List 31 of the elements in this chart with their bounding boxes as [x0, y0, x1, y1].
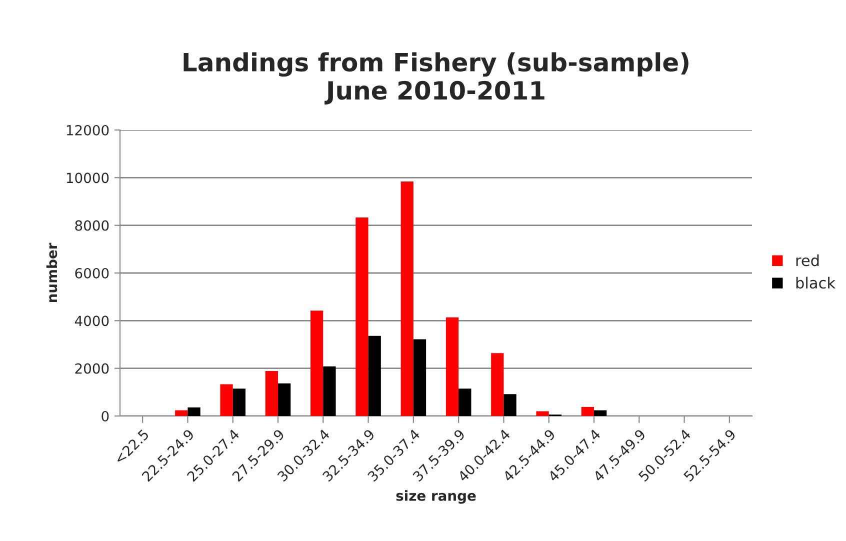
y-tick-label: 4000: [74, 316, 109, 326]
legend-label: red: [796, 254, 819, 266]
chart-title: Landings from Fishery (sub-sample) June 2010-2011: [184, 52, 688, 104]
bar: [400, 181, 414, 416]
bar: [581, 406, 594, 416]
bar: [536, 411, 549, 416]
y-tick-label: 8000: [75, 220, 109, 231]
bar: [594, 410, 607, 416]
bar: [265, 370, 278, 416]
bar: [491, 353, 504, 416]
bar: [323, 366, 336, 416]
y-tick-label: 2000: [75, 363, 109, 374]
bar: [188, 407, 200, 416]
x-axis-title: size range: [396, 490, 476, 504]
bar: [278, 383, 291, 416]
y-tick-label: 6000: [75, 268, 109, 278]
y-tick-label: 0: [102, 410, 109, 422]
bar: [413, 339, 426, 416]
bar: [232, 388, 246, 416]
y-tick-label: 10000: [66, 172, 109, 184]
bar: [220, 384, 233, 416]
y-tick-label: 12000: [66, 124, 109, 136]
bar: [175, 410, 188, 416]
legend-label: black: [796, 276, 836, 289]
bar: [356, 217, 368, 416]
bar: [504, 394, 516, 416]
bar: [446, 317, 459, 416]
bar: [458, 388, 472, 416]
bar: [368, 336, 381, 416]
y-axis-title: number: [46, 242, 58, 302]
bar: [310, 310, 324, 416]
